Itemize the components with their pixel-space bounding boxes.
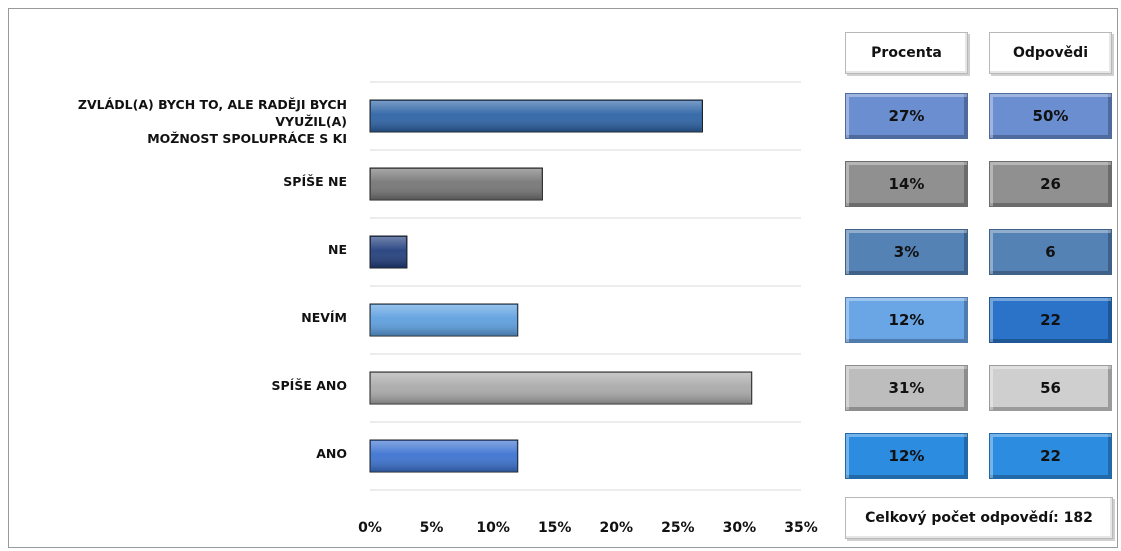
bar — [369, 439, 519, 473]
x-tick-label: 0% — [358, 520, 382, 536]
bar-chart — [369, 81, 801, 491]
bar — [369, 371, 753, 405]
percent-value-box: 31% — [845, 365, 968, 411]
category-label: SPÍŠE ANO — [271, 377, 347, 393]
x-tick-label: 30% — [722, 520, 757, 536]
x-tick-label: 10% — [476, 520, 510, 536]
answers-value-box: 26 — [989, 161, 1112, 207]
chart-frame: ZVLÁDL(A) BYCH TO, ALE RADĚJI BYCH VYUŽI… — [8, 8, 1118, 548]
bar — [369, 99, 703, 133]
category-label: NEVÍM — [301, 309, 347, 325]
category-label: ZVLÁDL(A) BYCH TO, ALE RADĚJI BYCH VYUŽI… — [77, 97, 347, 146]
x-tick-label: 15% — [537, 520, 572, 536]
answers-value-box: 50% — [989, 93, 1112, 139]
percent-value-box: 12% — [845, 297, 968, 343]
bar — [369, 235, 408, 269]
category-label: ANO — [316, 445, 347, 461]
x-tick-label: 25% — [661, 520, 695, 536]
answers-value-box: 56 — [989, 365, 1112, 411]
category-label: NE — [327, 241, 347, 257]
x-tick-label: 5% — [419, 520, 444, 536]
bar — [369, 167, 543, 201]
percent-value-box: 27% — [845, 93, 968, 139]
percent-value-box: 3% — [845, 229, 968, 275]
answers-value-box: 6 — [989, 229, 1112, 275]
header-procenta: Procenta — [845, 32, 968, 74]
category-label: SPÍŠE NE — [283, 173, 347, 189]
header-odpovedi: Odpovědi — [989, 32, 1112, 74]
total-responses: Celkový počet odpovědí: 182 — [845, 497, 1113, 539]
percent-value-box: 12% — [845, 433, 968, 479]
answers-value-box: 22 — [989, 297, 1112, 343]
x-tick-label: 35% — [784, 520, 818, 536]
answers-value-box: 22 — [989, 433, 1112, 479]
x-tick-label: 20% — [599, 520, 634, 536]
percent-value-box: 14% — [845, 161, 968, 207]
bar — [369, 303, 519, 337]
